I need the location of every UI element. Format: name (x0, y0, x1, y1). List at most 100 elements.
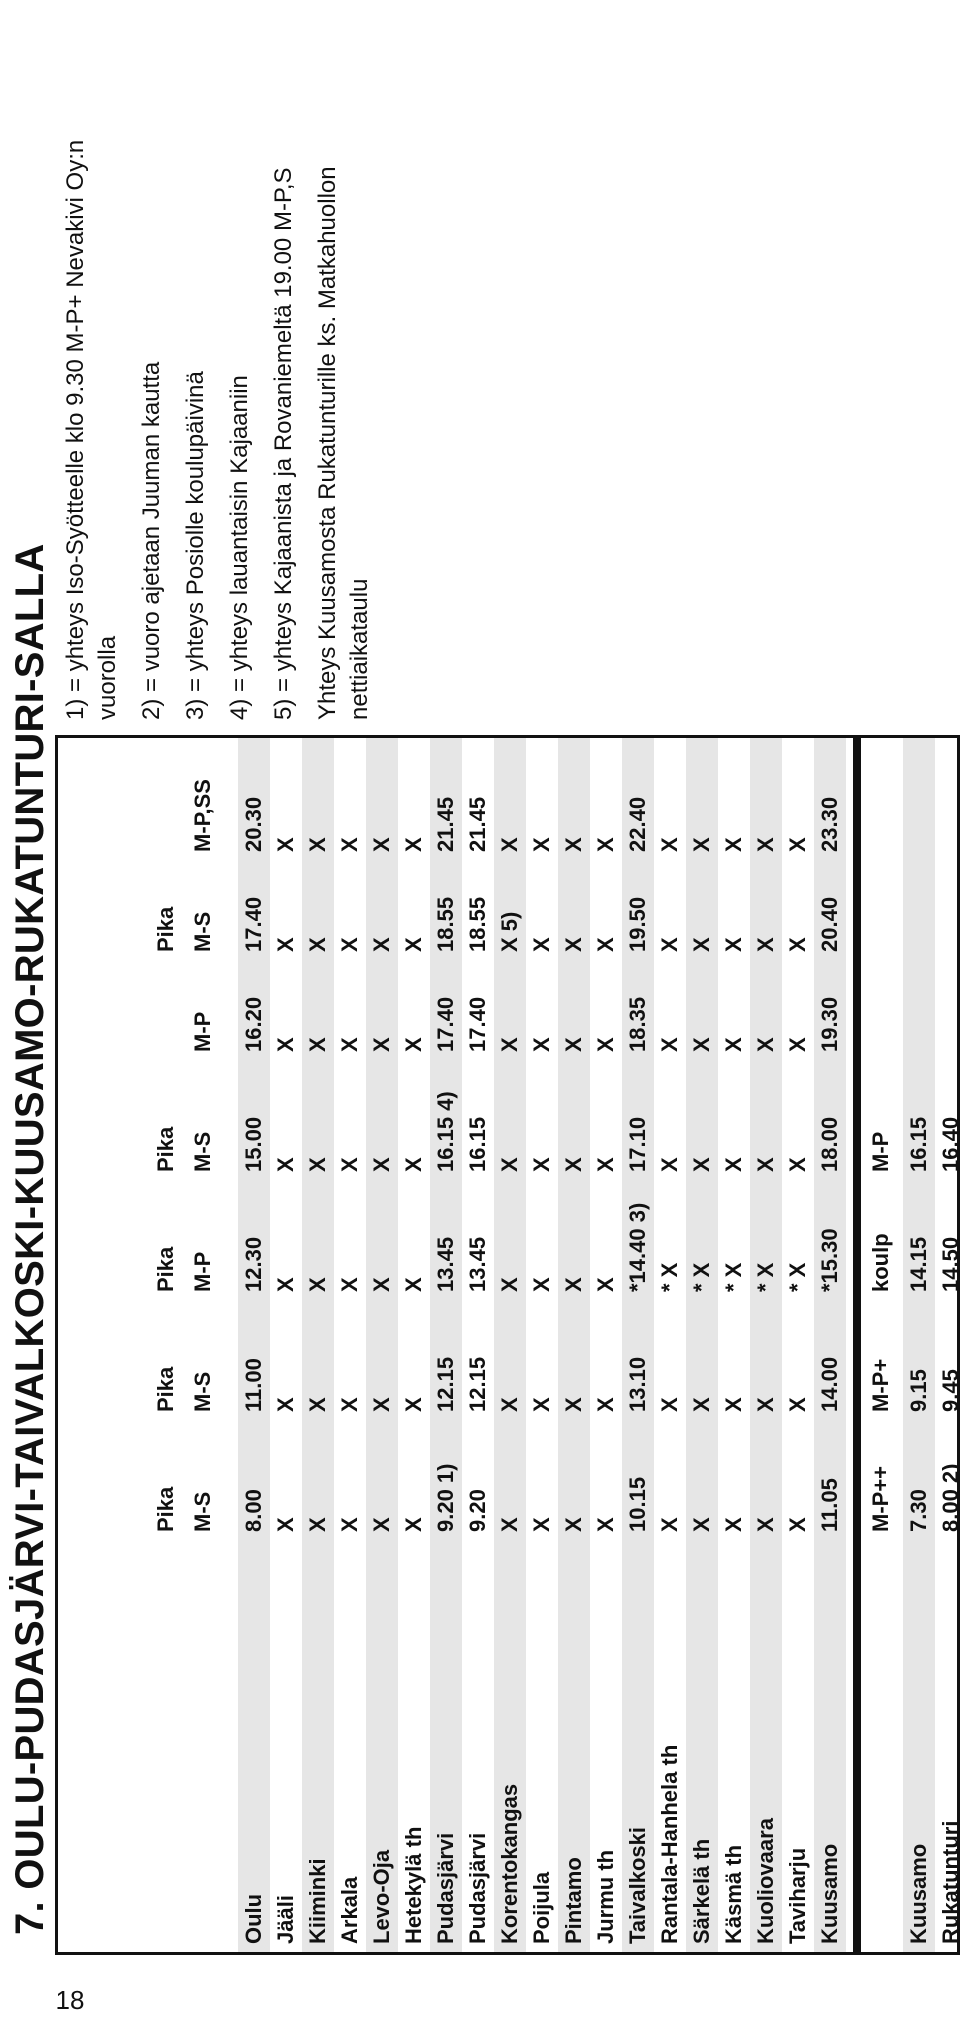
time-cell: 9.20 (465, 1489, 490, 1532)
time-cell: 13.45 (433, 1236, 458, 1292)
time-cell: X (593, 837, 618, 852)
time-cell: 20.30 (241, 796, 266, 852)
time-cell: 15.00 (241, 1116, 266, 1172)
stop-name: Oulu (241, 1893, 266, 1944)
time-cell: 16.15 (465, 1116, 490, 1172)
time-cell: X (273, 1037, 298, 1052)
stop-name: Kiiminki (305, 1858, 330, 1944)
time-cell: X (273, 1277, 298, 1292)
column-days-label: M-S (190, 1371, 215, 1412)
time-cell: X (753, 937, 778, 952)
time-cell: * X (753, 1262, 778, 1292)
time-cell: X (593, 1277, 618, 1292)
time-cell: X (529, 1277, 554, 1292)
stop-name: Pudasjärvi (433, 1832, 458, 1944)
time-cell: *14.40 3) (625, 1202, 650, 1292)
time-cell: X (497, 1037, 522, 1052)
time-cell: X (369, 1397, 394, 1412)
time-cell: 12.15 (465, 1356, 490, 1412)
time-cell: X (305, 1397, 330, 1412)
table-row: Poijula X X X X X X X (526, 738, 558, 1952)
table-row: Oulu 8.00 11.00 12.30 15.00 16.20 17.40 20.30 (238, 738, 270, 1952)
time-cell: X (273, 1157, 298, 1172)
time-cell: X (561, 1277, 586, 1292)
time-cell: X (305, 937, 330, 952)
stop-name: Kuusamo (817, 1843, 842, 1944)
stop-name: Pintamo (561, 1857, 586, 1944)
time-cell: X (721, 1397, 746, 1412)
time-cell: 14.50 (938, 1236, 960, 1292)
footnote: 2) = vuoro ajetaan Juuman kautta (138, 361, 165, 720)
time-cell: X (273, 1517, 298, 1532)
footnote: 4) = yhteys lauantaisin Kajaaniin (226, 375, 253, 720)
page-title: 7. OULU-PUDASJÄRVI-TAIVALKOSKI-KUUSAMO-R… (8, 543, 52, 1935)
table-row: Särkelä th X X * X X X X X (686, 738, 718, 1952)
stop-name: Taviharju (785, 1847, 810, 1944)
time-cell: X (337, 1037, 362, 1052)
time-cell: X (689, 1517, 714, 1532)
footnote: Yhteys Kuusamosta Rukatunturille ks. Mat… (314, 166, 373, 720)
time-cell: X (561, 1397, 586, 1412)
stop-name: Rantala-Hanhela th (657, 1744, 682, 1944)
time-cell: X (689, 1157, 714, 1172)
time-cell: X (785, 1397, 810, 1412)
time-cell: 10.15 (625, 1476, 650, 1532)
time-cell: X (529, 1397, 554, 1412)
time-cell: X (369, 1157, 394, 1172)
time-cell: 16.15 (906, 1116, 931, 1172)
time-cell: X (657, 937, 682, 952)
time-cell: X (401, 1277, 426, 1292)
table-row: Hetekylä th X X X X X X X (398, 738, 430, 1952)
time-cell: 9.45 (938, 1369, 960, 1412)
time-cell: 16.20 (241, 996, 266, 1052)
time-cell: X (529, 937, 554, 952)
time-cell: X (721, 837, 746, 852)
time-cell: X (401, 837, 426, 852)
table-row: Jääli X X X X X X X (270, 738, 302, 1952)
time-cell: X (273, 837, 298, 852)
time-cell: X (497, 1277, 522, 1292)
time-cell: 19.50 (625, 896, 650, 952)
time-cell: X (401, 1397, 426, 1412)
time-cell: X (561, 937, 586, 952)
time-cell: 18.35 (625, 996, 650, 1052)
time-cell: X (593, 1397, 618, 1412)
time-cell: 12.30 (241, 1236, 266, 1292)
stop-name: Kuusamo (906, 1843, 931, 1944)
section-divider (853, 738, 861, 1952)
time-cell: X (337, 1397, 362, 1412)
table-row: Kuoliovaara X X * X X X X X (750, 738, 782, 1952)
time-cell: X (529, 1037, 554, 1052)
table-row: Kuusamo 11.05 14.00 *15.30 18.00 19.30 20.40 23… (814, 738, 846, 1952)
table-row: Rukatunturi 8.00 2) 9.45 14.50 16.40 (935, 738, 960, 1952)
time-cell: 21.45 (465, 796, 490, 852)
time-cell: X (561, 1517, 586, 1532)
stop-name: Levo-Oja (369, 1849, 394, 1944)
time-cell: X (497, 1397, 522, 1412)
column-type-label: Pika (153, 1366, 178, 1412)
time-cell: 9.20 1) (433, 1463, 458, 1533)
time-cell: 7.30 (906, 1489, 931, 1532)
time-cell: 8.00 2) (938, 1463, 960, 1533)
column-days-label: M-P (868, 1131, 893, 1172)
time-cell: 22.40 (625, 796, 650, 852)
time-cell: X (593, 937, 618, 952)
time-cell: X (337, 937, 362, 952)
time-cell: X (529, 1157, 554, 1172)
column-type-label: Pika (153, 1246, 178, 1292)
time-cell: X (753, 837, 778, 852)
column-days-label: M-S (190, 911, 215, 952)
stop-name: Käsmä th (721, 1844, 746, 1944)
timetable-sheet: 7. OULU-PUDASJÄRVI-TAIVALKOSKI-KUUSAMO-R… (0, 95, 960, 1955)
time-cell: X (561, 837, 586, 852)
time-cell: X (721, 1157, 746, 1172)
timetable: Pika M-S Pika M-S Pika M-P Pika M-S M-P Pika M-S M-… (55, 735, 960, 1955)
table-row: Käsmä th X X * X X X X X (718, 738, 750, 1952)
time-cell: X (337, 1157, 362, 1172)
time-cell: X (657, 837, 682, 852)
column-days-label: M-P++ (868, 1465, 893, 1532)
time-cell: X (657, 1157, 682, 1172)
time-cell: X (657, 1037, 682, 1052)
time-cell: X (305, 1517, 330, 1532)
stop-name: Hetekylä th (401, 1826, 426, 1944)
